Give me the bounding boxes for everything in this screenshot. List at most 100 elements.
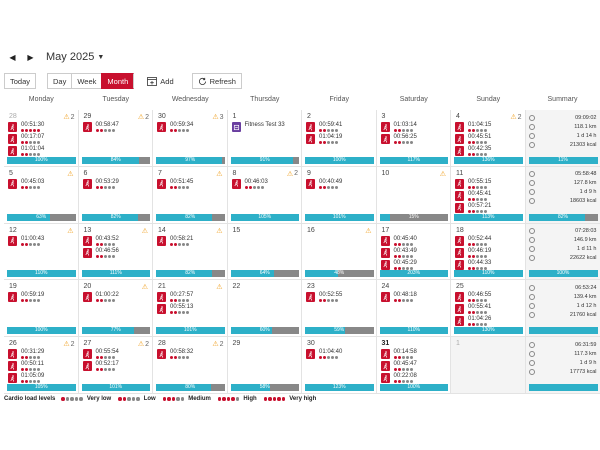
- day-cell[interactable]: 21 ⚠ 00:27:57 00:55:13 101%: [153, 280, 228, 338]
- activity-item[interactable]: 01:04:40: [306, 349, 342, 360]
- activity-item[interactable]: 00:55:54: [82, 349, 119, 360]
- activity-item[interactable]: 00:55:15: [455, 178, 491, 190]
- day-view-button[interactable]: Day: [47, 73, 72, 89]
- add-button[interactable]: Add: [147, 76, 174, 86]
- day-cell[interactable]: 28 ⚠ 2 00:51:30 00:17:07 01:01:04 100%: [4, 110, 79, 167]
- activity-item[interactable]: 00:46:03: [231, 178, 268, 190]
- day-cell[interactable]: 28 ⚠ 2 00:58:32 80%: [153, 337, 228, 394]
- activity-item[interactable]: 00:48:18: [380, 292, 417, 303]
- activity-item[interactable]: 00:43:49: [380, 247, 417, 259]
- activity-item[interactable]: 00:59:19: [8, 292, 44, 303]
- day-cell[interactable]: 31 00:14:58 00:45:47 00:22:08 100%: [376, 337, 451, 394]
- activity-item[interactable]: 00:43:52: [82, 235, 119, 247]
- day-cell[interactable]: 1 Fitness Test 33 91%: [227, 110, 302, 167]
- activity-item[interactable]: 00:17:07: [8, 134, 44, 145]
- day-cell[interactable]: 2 00:59:41 01:04:19 100%: [302, 110, 377, 167]
- day-cell[interactable]: 20 ⚠ 01:00:22 77%: [78, 280, 153, 338]
- activity-item[interactable]: 00:45:41: [455, 190, 491, 202]
- activity-item[interactable]: 00:52:55: [306, 292, 342, 303]
- month-selector[interactable]: May 2025 ▼: [46, 51, 104, 63]
- activity-item[interactable]: 00:44:33: [455, 259, 491, 271]
- activity-item[interactable]: 00:50:11: [8, 361, 44, 372]
- day-cell[interactable]: 11 00:55:15 00:45:41 00:57:21 113%: [451, 166, 526, 224]
- activity-item[interactable]: 00:55:41: [455, 304, 491, 315]
- activity-item[interactable]: 00:42:35: [455, 146, 491, 157]
- activity-item[interactable]: 00:45:29: [380, 259, 417, 271]
- activity-item[interactable]: 00:52:44: [455, 235, 491, 247]
- day-cell[interactable]: 18 00:52:44 00:46:19 00:44:33 110%: [451, 223, 526, 281]
- cardio-load-dots: [319, 299, 342, 303]
- day-cell[interactable]: 4 ⚠ 2 01:04:15 00:45:51 00:42:35 136%: [451, 110, 526, 167]
- week-view-button[interactable]: Week: [71, 73, 102, 89]
- activity-item[interactable]: 00:22:08: [380, 373, 417, 384]
- activity-item[interactable]: 01:00:22: [82, 292, 119, 303]
- day-cell[interactable]: 6 00:53:29 82%: [78, 166, 153, 224]
- load-dot: [37, 129, 40, 132]
- day-cell[interactable]: 29 ⚠ 2 00:58:47 84%: [78, 110, 153, 167]
- activity-item[interactable]: 00:51:30: [8, 122, 44, 133]
- day-cell[interactable]: 3 01:03:14 00:56:25 117%: [376, 110, 451, 167]
- activity-item[interactable]: 00:31:29: [8, 349, 44, 360]
- activity-item[interactable]: 00:46:56: [82, 247, 119, 259]
- day-cell[interactable]: 27 ⚠ 2 00:55:54 00:52:17 101%: [78, 337, 153, 394]
- month-view-button[interactable]: Month: [101, 73, 135, 89]
- running-icon: [380, 259, 390, 270]
- calories-icon: [528, 368, 535, 375]
- activity-item[interactable]: 00:57:21: [455, 202, 491, 214]
- activity-item[interactable]: 00:45:51: [455, 134, 491, 145]
- day-cell[interactable]: 12 ⚠ 01:00:43 110%: [4, 223, 79, 281]
- activity-item[interactable]: 01:04:26: [455, 316, 491, 327]
- activity-item[interactable]: 00:58:21: [157, 235, 193, 247]
- day-cell[interactable]: 26 ⚠ 2 00:31:29 00:50:11 01:05:09 105%: [4, 337, 79, 394]
- activity-item[interactable]: 00:45:03: [8, 178, 44, 190]
- activity-item[interactable]: 00:46:55: [455, 292, 491, 303]
- activity-item[interactable]: 00:14:58: [380, 349, 417, 360]
- day-cell[interactable]: 8 ⚠ 2 00:46:03 105%: [227, 166, 302, 224]
- next-month-button[interactable]: ▶: [27, 52, 34, 62]
- refresh-button[interactable]: Refresh: [191, 73, 242, 89]
- day-cell[interactable]: 19 00:59:19 100%: [4, 280, 79, 338]
- day-cell[interactable]: 22 60%: [227, 280, 302, 338]
- day-cell[interactable]: 7 ⚠ 00:51:45 82%: [153, 166, 228, 224]
- day-cell[interactable]: 23 00:52:55 59%: [302, 280, 377, 338]
- activity-item[interactable]: 00:55:13: [157, 304, 193, 315]
- activity-item[interactable]: 00:51:45: [157, 178, 193, 190]
- activity-item[interactable]: 00:59:41: [306, 122, 342, 133]
- activity-item[interactable]: 01:01:04: [8, 146, 44, 157]
- day-cell[interactable]: 5 ⚠ 00:45:03 63%: [4, 166, 79, 224]
- activity-item[interactable]: 00:58:47: [82, 122, 119, 133]
- day-cell[interactable]: 30 ⚠ 3 00:59:34 97%: [153, 110, 228, 167]
- day-cell[interactable]: 1: [451, 337, 526, 394]
- activity-item[interactable]: 01:05:09: [8, 373, 44, 384]
- activity-item[interactable]: 00:46:19: [455, 247, 491, 259]
- day-cell[interactable]: 30 01:04:40 123%: [302, 337, 377, 394]
- activity-item[interactable]: 01:03:14: [380, 122, 417, 133]
- activity-item[interactable]: 00:53:29: [82, 178, 119, 190]
- activity-item[interactable]: 00:59:34: [157, 122, 193, 133]
- activity-item[interactable]: 01:04:19: [306, 134, 342, 145]
- activity-item[interactable]: 00:52:17: [82, 361, 119, 372]
- today-button[interactable]: Today: [4, 73, 37, 89]
- activity-item[interactable]: Fitness Test 33: [231, 122, 285, 133]
- activity-item[interactable]: 00:45:40: [380, 235, 417, 247]
- activity-item[interactable]: 00:45:47: [380, 361, 417, 372]
- activity-item[interactable]: 01:00:43: [8, 235, 44, 247]
- summary-row: 05:58:48: [528, 170, 597, 179]
- day-cell[interactable]: 17 00:45:40 00:43:49 00:45:29 203%: [376, 223, 451, 281]
- day-cell[interactable]: 13 ⚠ 00:43:52 00:46:56 111%: [78, 223, 153, 281]
- activity-item[interactable]: 00:58:32: [157, 349, 193, 360]
- bar-remainder: [292, 156, 299, 164]
- activity-item[interactable]: 00:56:25: [380, 134, 417, 145]
- activity-item[interactable]: 00:27:57: [157, 292, 193, 303]
- day-cell[interactable]: 14 ⚠ 00:58:21 82%: [153, 223, 228, 281]
- day-cell[interactable]: 24 00:48:18 110%: [376, 280, 451, 338]
- day-cell[interactable]: 29 58%: [227, 337, 302, 394]
- day-cell[interactable]: 10 ⚠ 15%: [376, 166, 451, 224]
- day-cell[interactable]: 25 00:46:55 00:55:41 01:04:26 130%: [451, 280, 526, 338]
- day-cell[interactable]: 15 64%: [227, 223, 302, 281]
- activity-item[interactable]: 00:40:49: [306, 178, 342, 190]
- day-cell[interactable]: 9 00:40:49 101%: [302, 166, 377, 224]
- previous-month-button[interactable]: ◀: [9, 52, 16, 62]
- day-cell[interactable]: 16 ⚠ 48%: [302, 223, 377, 281]
- activity-item[interactable]: 01:04:15: [455, 122, 491, 133]
